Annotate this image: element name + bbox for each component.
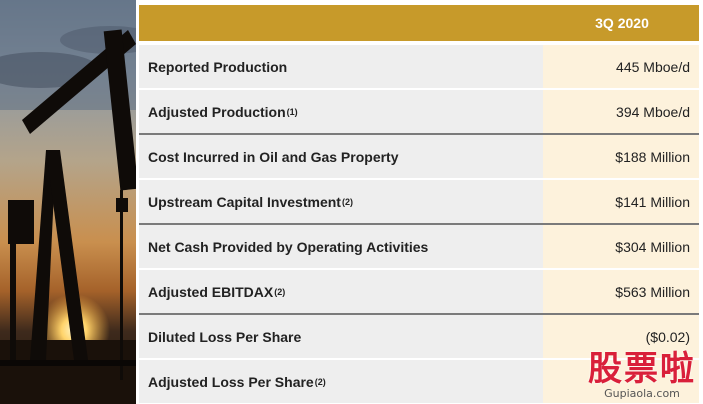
table-row: Reported Production 445 Mboe/d (139, 43, 699, 88)
row-label: Net Cash Provided by Operating Activitie… (139, 225, 543, 268)
table-row: Net Cash Provided by Operating Activitie… (139, 223, 699, 268)
period-column-label: 3Q 2020 (595, 15, 649, 31)
row-label-text: Diluted Loss Per Share (148, 328, 302, 345)
row-value: $188 Million (543, 135, 699, 178)
table-row: Upstream Capital Investment (2) $141 Milli… (139, 178, 699, 223)
row-value: ($0.02) (543, 315, 699, 358)
row-value: $141 Million (543, 180, 699, 223)
pumpjack-photo (0, 0, 136, 404)
row-value: 445 Mboe/d (543, 45, 699, 88)
table-header: 3Q 2020 (139, 5, 699, 43)
row-value (543, 360, 699, 403)
watermark-url: Gupiaola.com (604, 387, 680, 400)
row-label-text: Upstream Capital Investment (148, 193, 341, 210)
row-value: $563 Million (543, 270, 699, 313)
row-value: $304 Million (543, 225, 699, 268)
watermark-logo-text: 股票啦 (588, 349, 696, 389)
row-value: 394 Mboe/d (543, 90, 699, 133)
row-label: Upstream Capital Investment (2) (139, 180, 543, 223)
table-row: Diluted Loss Per Share ($0.02) (139, 313, 699, 358)
row-label: Adjusted EBITDAX (2) (139, 270, 543, 313)
row-label: Cost Incurred in Oil and Gas Property (139, 135, 543, 178)
row-label: Diluted Loss Per Share (139, 315, 543, 358)
table-row: Adjusted Production (1) 394 Mboe/d (139, 88, 699, 133)
row-label: Adjusted Loss Per Share (2) (139, 360, 543, 403)
row-label-text: Adjusted EBITDAX (148, 283, 274, 300)
pumpjack-silhouette-icon (0, 0, 136, 404)
row-label-text: Reported Production (148, 58, 288, 75)
table-row: Cost Incurred in Oil and Gas Property $18… (139, 133, 699, 178)
row-label: Adjusted Production (1) (139, 90, 543, 133)
row-label-text: Cost Incurred in Oil and Gas Property (148, 148, 399, 165)
table-row: Adjusted EBITDAX (2) $563 Million (139, 268, 699, 313)
row-label: Reported Production (139, 45, 543, 88)
table-row: Adjusted Loss Per Share (2) (139, 358, 699, 403)
site-watermark: 股票啦 Gupiaola.com (587, 351, 697, 400)
row-label-text: Net Cash Provided by Operating Activitie… (148, 238, 429, 255)
row-label-text: Adjusted Loss Per Share (148, 373, 314, 390)
row-label-text: Adjusted Production (148, 103, 286, 120)
financial-summary-table: 3Q 2020 Reported Production 445 Mboe/d Adj… (139, 5, 699, 403)
